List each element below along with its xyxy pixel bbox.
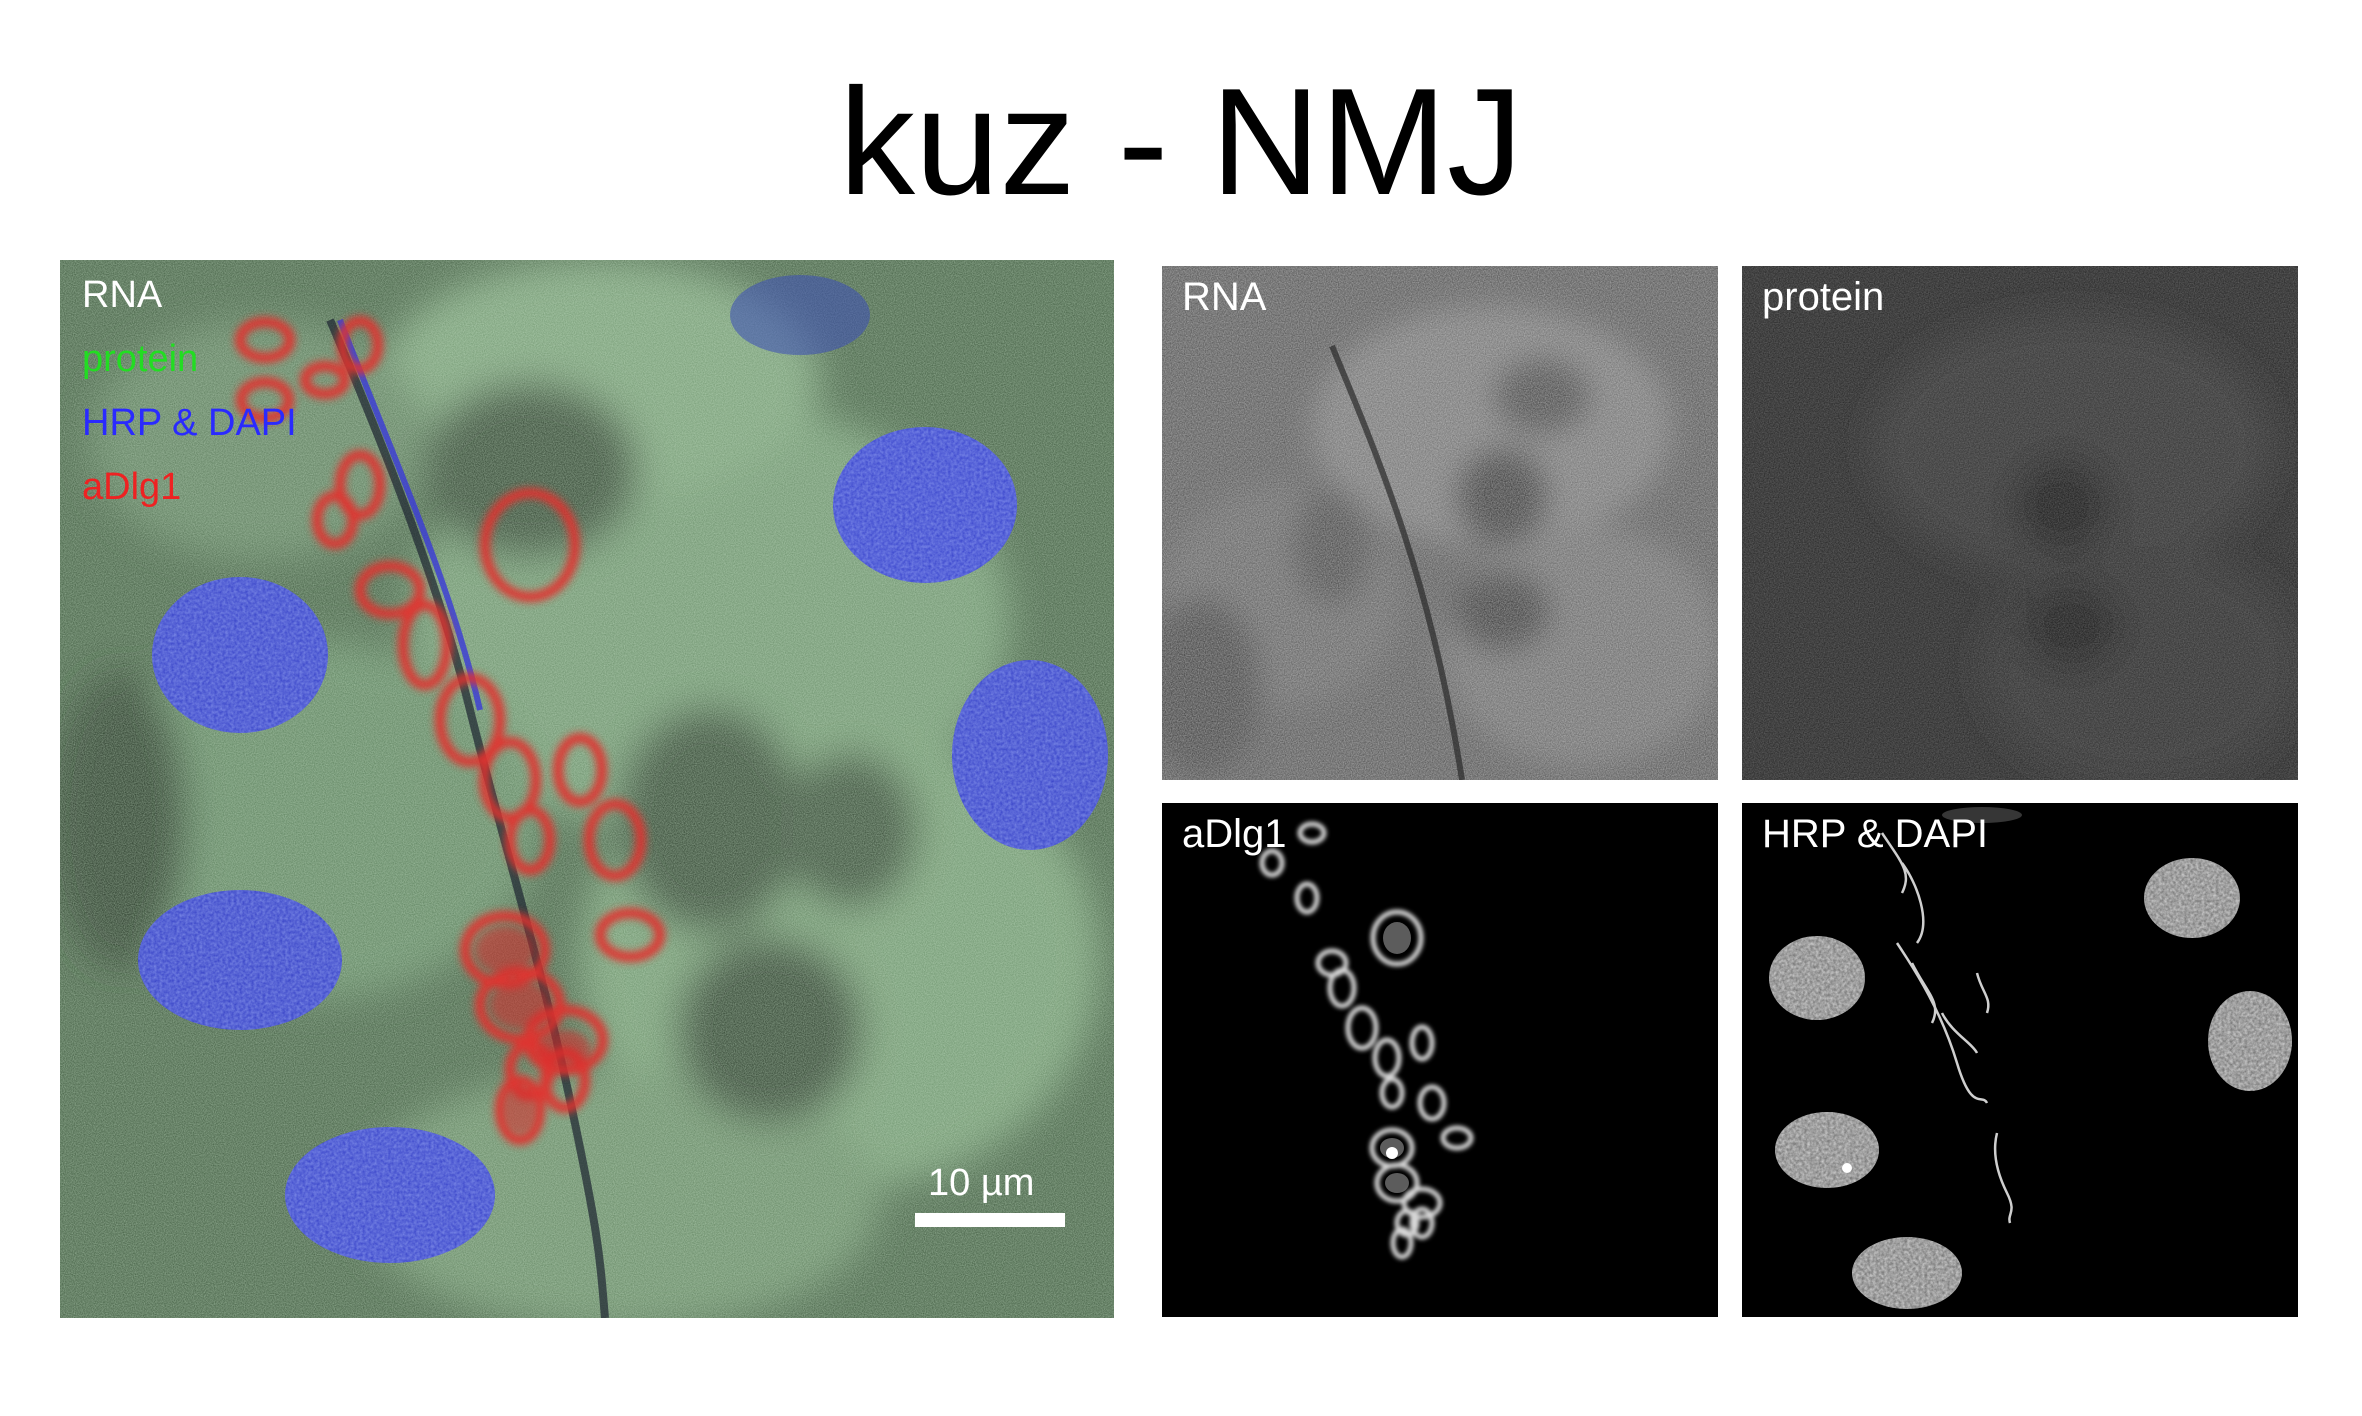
legend-adlg1: aDlg1 — [82, 466, 182, 508]
page-title: kuz - NMJ — [839, 57, 1523, 227]
adlg1-panel-label: aDlg1 — [1182, 812, 1287, 856]
legend-protein: protein — [82, 338, 199, 380]
rna-panel-label: RNA — [1182, 275, 1267, 319]
merged-micrograph: RNA protein HRP & DAPI aDlg1 10 µm — [60, 260, 1114, 1318]
hrp-dapi-panel-label: HRP & DAPI — [1762, 812, 1988, 856]
hrp-dapi-channel-panel: HRP & DAPI — [1742, 803, 2298, 1317]
protein-channel-panel: protein — [1742, 266, 2298, 780]
hrp-dapi-channel-image — [1742, 803, 2298, 1317]
protein-channel-image — [1742, 266, 2298, 780]
channel-legend: RNA protein HRP & DAPI aDlg1 — [82, 272, 297, 528]
adlg1-channel-panel: aDlg1 — [1162, 803, 1718, 1317]
rna-channel-panel: RNA — [1162, 266, 1718, 780]
legend-hrp-dapi: HRP & DAPI — [82, 402, 297, 444]
scale-bar — [915, 1213, 1065, 1227]
rna-channel-image — [1162, 266, 1718, 780]
scale-bar-label: 10 µm — [928, 1162, 1035, 1204]
adlg1-channel-image — [1162, 803, 1718, 1317]
merged-image — [60, 260, 1114, 1318]
legend-rna: RNA — [82, 274, 163, 316]
protein-panel-label: protein — [1762, 275, 1885, 319]
